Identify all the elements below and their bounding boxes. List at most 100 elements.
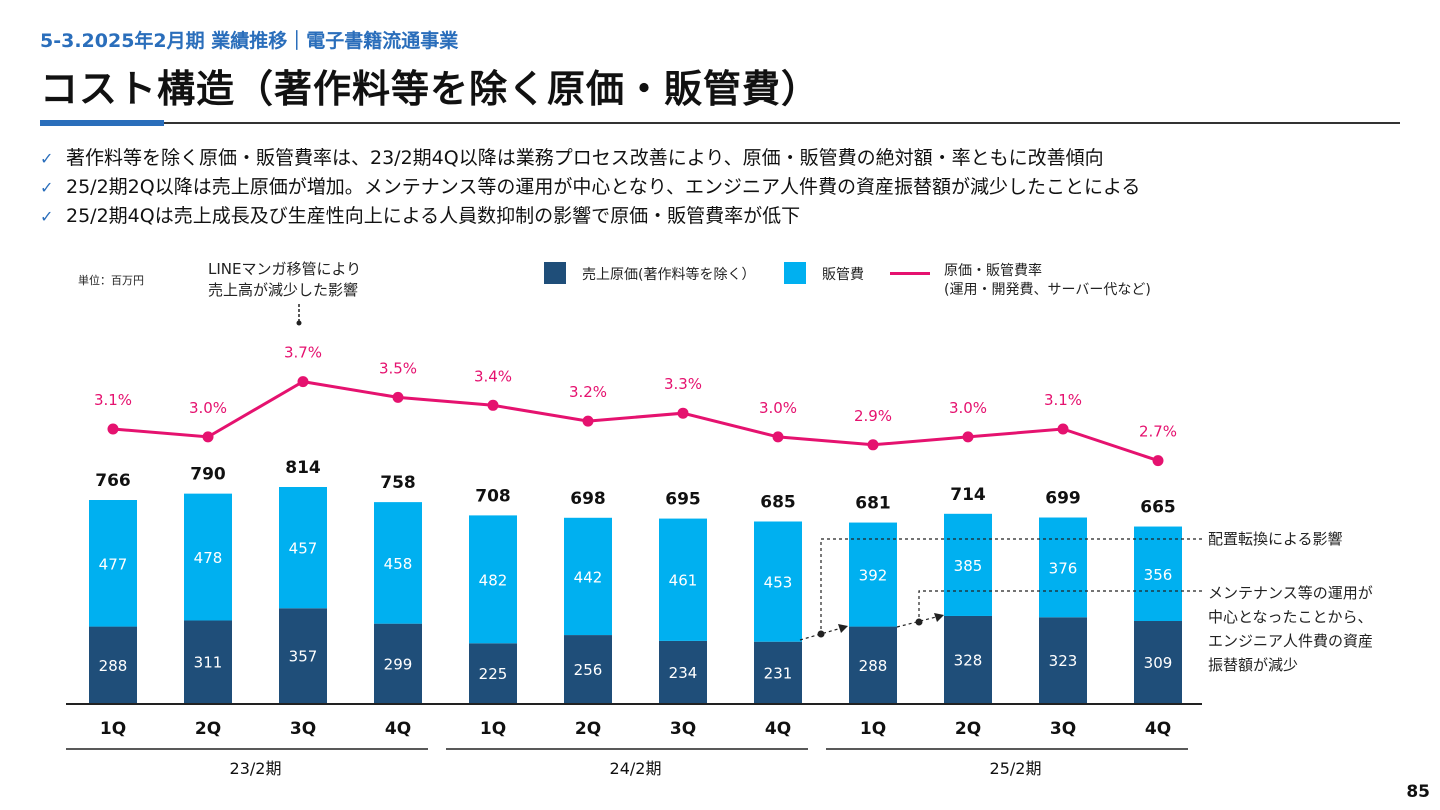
data-label-sga: 356 bbox=[1144, 566, 1173, 584]
x-tick-label: 4Q bbox=[385, 719, 411, 739]
bullet-text: 25/2期4Qは売上成長及び生産性向上による人員数抑制の影響で原価・販管費率が低… bbox=[66, 205, 801, 227]
x-tick-label: 3Q bbox=[670, 719, 696, 739]
ratio-point bbox=[392, 391, 404, 403]
transition-arrowhead-1 bbox=[838, 624, 848, 633]
data-label-sga: 461 bbox=[669, 572, 698, 590]
ratio-label: 3.0% bbox=[189, 399, 227, 417]
data-label-total: 699 bbox=[1045, 489, 1081, 509]
legend-item-sga: 販管費 bbox=[784, 262, 864, 284]
bar-sga bbox=[944, 513, 992, 616]
bullet-list: ✓ 著作料等を除く原価・販管費率は、23/2期4Q以降は業務プロセス改善により、原… bbox=[40, 144, 1140, 231]
transition-dot-1 bbox=[817, 630, 825, 638]
data-label-cost: 311 bbox=[194, 654, 223, 672]
group-label: 25/2期 bbox=[990, 759, 1042, 778]
bar-cost bbox=[469, 643, 517, 703]
page-title: コスト構造（著作料等を除く原価・販管費） bbox=[40, 67, 821, 111]
transition-arrow-2 bbox=[896, 615, 941, 628]
ratio-point bbox=[1152, 455, 1164, 467]
ratio-label: 3.0% bbox=[949, 399, 987, 417]
x-tick-label: 4Q bbox=[1145, 719, 1171, 739]
group-label: 23/2期 bbox=[230, 759, 282, 778]
data-label-sga: 478 bbox=[194, 549, 223, 567]
bar-sga bbox=[374, 502, 422, 624]
data-label-cost: 231 bbox=[764, 664, 793, 682]
legend-swatch-cost bbox=[544, 262, 566, 284]
bar-cost bbox=[374, 623, 422, 703]
ratio-label: 2.9% bbox=[854, 407, 892, 425]
bar-cost bbox=[1134, 621, 1182, 703]
data-label-sga: 482 bbox=[479, 571, 508, 589]
ratio-point bbox=[107, 423, 119, 435]
ratio-point bbox=[677, 407, 689, 419]
data-label-sga: 453 bbox=[764, 574, 793, 592]
data-label-cost: 323 bbox=[1049, 652, 1078, 670]
page-number: 85 bbox=[1406, 782, 1430, 802]
data-label-cost: 256 bbox=[574, 661, 603, 679]
ratio-label: 3.1% bbox=[94, 391, 132, 409]
bar-sga bbox=[89, 500, 137, 627]
bar-cost bbox=[754, 641, 802, 703]
ratio-label: 3.3% bbox=[664, 375, 702, 393]
data-label-cost: 234 bbox=[669, 664, 698, 682]
data-label-sga: 385 bbox=[954, 557, 983, 575]
bar-sga bbox=[184, 493, 232, 621]
bar-cost bbox=[659, 640, 707, 703]
ratio-label: 3.0% bbox=[759, 399, 797, 417]
legend-label-sga: 販管費 bbox=[822, 267, 864, 283]
x-tick-label: 2Q bbox=[575, 719, 601, 739]
x-tick-label: 2Q bbox=[195, 719, 221, 739]
data-label-total: 708 bbox=[475, 486, 511, 506]
ratio-point bbox=[582, 415, 594, 427]
data-label-sga: 392 bbox=[859, 567, 888, 585]
bullet-item: ✓ 25/2期4Qは売上成長及び生産性向上による人員数抑制の影響で原価・販管費率が… bbox=[40, 202, 1140, 231]
ratio-label: 3.2% bbox=[569, 383, 607, 401]
check-icon: ✓ bbox=[40, 149, 54, 168]
bar-cost bbox=[184, 620, 232, 703]
legend-swatch-ratio bbox=[890, 272, 930, 275]
legend-label-ratio: 原価・販管費率 (運用・開発費、サーバー代など) bbox=[944, 262, 1151, 300]
data-label-cost: 357 bbox=[289, 648, 318, 666]
callout-line-migration: LINEマンガ移管により 売上高が減少した影響 bbox=[208, 260, 362, 299]
data-label-total: 766 bbox=[95, 471, 131, 491]
bullet-text: 25/2期2Q以降は売上原価が増加。メンテナンス等の運用が中心となり、エンジニア… bbox=[66, 176, 1141, 198]
bar-sga bbox=[1039, 517, 1087, 618]
bar-sga bbox=[469, 515, 517, 644]
unit-label: 単位：百万円 bbox=[78, 274, 144, 287]
check-icon: ✓ bbox=[40, 207, 54, 226]
x-tick-label: 1Q bbox=[480, 719, 506, 739]
ratio-label: 3.5% bbox=[379, 359, 417, 377]
x-tick-label: 4Q bbox=[765, 719, 791, 739]
breadcrumb: 5-3.2025年2月期 業績推移｜電子書籍流通事業 bbox=[40, 30, 459, 52]
bar-sga bbox=[279, 487, 327, 609]
ratio-label: 3.1% bbox=[1044, 391, 1082, 409]
data-label-cost: 299 bbox=[384, 655, 413, 673]
title-accent-bar bbox=[40, 120, 164, 126]
ratio-point bbox=[772, 431, 784, 443]
bar-sga bbox=[659, 518, 707, 641]
bar-cost bbox=[849, 626, 897, 703]
transition-arrow-1 bbox=[799, 626, 846, 641]
ratio-point bbox=[867, 439, 879, 451]
callout-reallocation: 配置転換による影響 bbox=[1208, 530, 1343, 548]
data-label-cost: 225 bbox=[479, 665, 508, 683]
callout-migration-dot bbox=[296, 320, 302, 326]
legend-item-ratio: 原価・販管費率 (運用・開発費、サーバー代など) bbox=[890, 262, 1151, 300]
legend-label-ratio-line1: 原価・販管費率 bbox=[944, 263, 1042, 279]
data-label-sga: 442 bbox=[574, 568, 603, 586]
data-label-total: 665 bbox=[1140, 498, 1176, 518]
legend-item-cost: 売上原価(著作料等を除く） bbox=[544, 262, 755, 284]
bar-cost bbox=[564, 635, 612, 703]
bullet-text: 著作料等を除く原価・販管費率は、23/2期4Q以降は業務プロセス改善により、原価… bbox=[66, 147, 1104, 169]
x-tick-label: 3Q bbox=[1050, 719, 1076, 739]
ratio-label: 3.7% bbox=[284, 344, 322, 362]
data-label-total: 814 bbox=[285, 458, 321, 478]
bullet-item: ✓ 25/2期2Q以降は売上原価が増加。メンテナンス等の運用が中心となり、エンジニ… bbox=[40, 173, 1140, 202]
x-tick-label: 2Q bbox=[955, 719, 981, 739]
x-tick-label: 3Q bbox=[290, 719, 316, 739]
data-label-total: 681 bbox=[855, 494, 891, 514]
ratio-point bbox=[202, 431, 214, 443]
check-icon: ✓ bbox=[40, 178, 54, 197]
ratio-line bbox=[112, 380, 1159, 463]
bullet-item: ✓ 著作料等を除く原価・販管費率は、23/2期4Q以降は業務プロセス改善により、原… bbox=[40, 144, 1140, 173]
callout-reallocation-leader bbox=[820, 538, 1202, 634]
